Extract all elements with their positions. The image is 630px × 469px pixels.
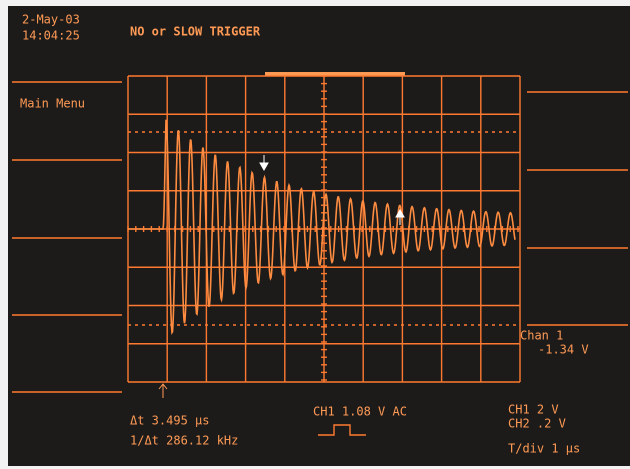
time: 14:04:25 [22,29,80,43]
ch1-scale: CH1 2 V [508,403,559,417]
trigger-source: CH1 1.08 V AC [313,405,407,419]
date: 2-May-03 [22,13,80,27]
timebase: T/div 1 µs [508,442,580,456]
delta-t: Δt 3.495 µs [130,414,209,428]
menu-title[interactable]: Main Menu [20,97,85,111]
chan-value: -1.34 V [538,343,589,357]
trigger-status: NO or SLOW TRIGGER [130,25,261,39]
oscilloscope-screen: 2-May-03 14:04:25 NO or SLOW TRIGGER Mai… [0,0,630,469]
chan-label: Chan 1 [520,329,563,343]
inverse-delta-t: 1/Δt 286.12 kHz [130,434,238,448]
ch2-scale: CH2 .2 V [508,417,566,431]
